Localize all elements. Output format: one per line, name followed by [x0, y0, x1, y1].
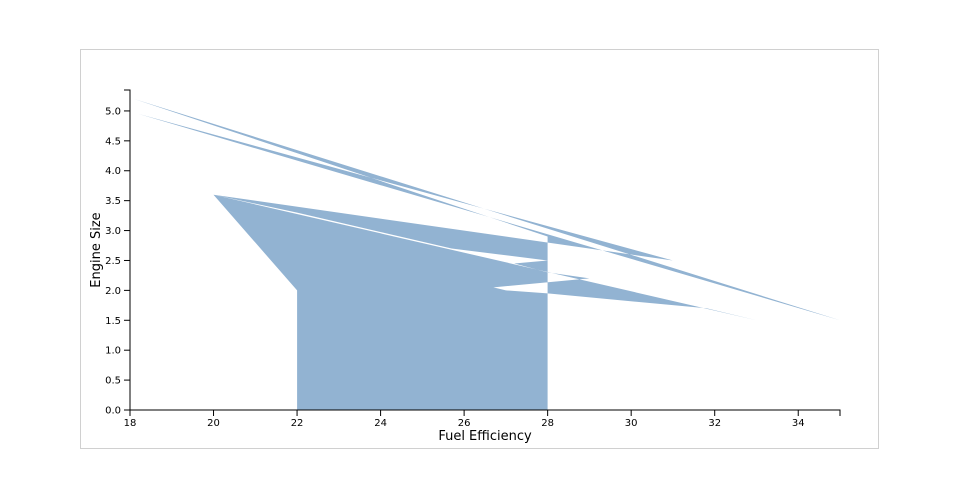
x-tick-label: 34: [792, 418, 805, 429]
x-tick: 22: [291, 410, 304, 429]
chart-frame: [80, 49, 879, 449]
y-tick: 0.5: [105, 376, 130, 387]
y-tick: 3.5: [105, 196, 130, 207]
x-tick: 24: [374, 410, 387, 429]
x-tick: 18: [124, 410, 137, 429]
x-tick-label: 20: [207, 418, 220, 429]
x-tick-label: 24: [374, 418, 387, 429]
x-tick: 26: [458, 410, 471, 429]
x-tick: 28: [541, 410, 554, 429]
x-tick-label: 22: [291, 418, 304, 429]
y-tick: 0.0: [105, 406, 130, 417]
y-axis-line: [124, 89, 131, 411]
x-tick: 32: [708, 410, 721, 429]
y-tick: 4.0: [105, 166, 130, 177]
y-tick: 1.5: [105, 316, 130, 327]
y-tick: 2.0: [105, 286, 130, 297]
plot-area: [134, 99, 840, 410]
y-tick: 5.0: [105, 106, 130, 117]
x-tick-label: 18: [124, 418, 137, 429]
x-tick-label: 30: [625, 418, 638, 429]
y-tick-label: 1.0: [105, 346, 121, 357]
x-tick-label: 28: [541, 418, 554, 429]
y-tick-label: 1.5: [105, 316, 121, 327]
y-tick-label: 0.5: [105, 376, 121, 387]
x-tick-label: 32: [708, 418, 721, 429]
y-axis: 0.0 0.5 1.0 1.5 2.0 2.5 3.0 3.5 4.0 4.5 5.0: [105, 89, 131, 417]
x-tick: 30: [625, 410, 638, 429]
y-tick-label: 2.0: [105, 286, 121, 297]
y-tick-label: 4.5: [105, 136, 121, 147]
y-tick: 1.0: [105, 346, 130, 357]
y-tick-label: 4.0: [105, 166, 121, 177]
y-tick-label: 0.0: [105, 406, 121, 417]
x-tick: 20: [207, 410, 220, 429]
x-axis: 18 20 22 24 26 28 30 32 34: [124, 409, 841, 429]
x-axis-line: [129, 409, 841, 416]
y-axis-title: Engine Size: [89, 212, 104, 287]
y-tick-label: 5.0: [105, 106, 121, 117]
y-tick-label: 3.0: [105, 226, 121, 237]
y-tick: 3.0: [105, 226, 130, 237]
y-tick: 2.5: [105, 256, 130, 267]
y-tick: 4.5: [105, 136, 130, 147]
x-tick: 34: [792, 410, 805, 429]
y-tick-label: 2.5: [105, 256, 121, 267]
x-axis-title: Fuel Efficiency: [438, 429, 532, 444]
area-series-0: [134, 99, 840, 410]
x-tick-label: 26: [458, 418, 471, 429]
y-tick-label: 3.5: [105, 196, 121, 207]
